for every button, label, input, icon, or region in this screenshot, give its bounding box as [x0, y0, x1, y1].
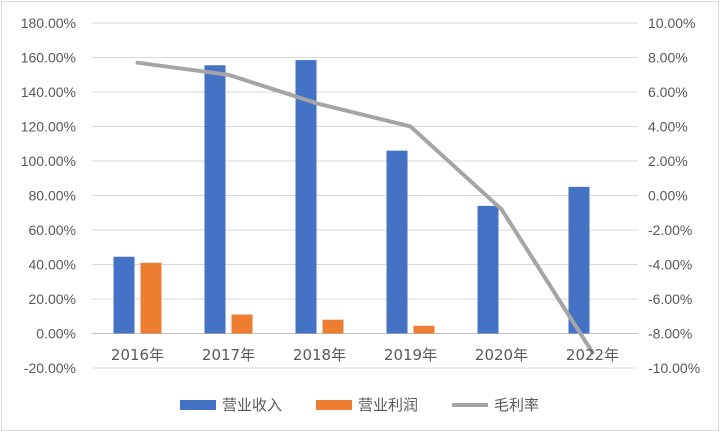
- legend-item: 营业收入: [180, 396, 282, 414]
- category-label: 2019年: [384, 346, 437, 364]
- category-label: 2022年: [566, 346, 619, 364]
- gridlines: [92, 22, 638, 369]
- right-tick-label: -10.00%: [648, 360, 700, 376]
- right-tick-label: 10.00%: [648, 15, 695, 31]
- bar-营业利润: [322, 319, 344, 334]
- left-tick-label: 160.00%: [21, 50, 76, 66]
- left-axis-ticks: -20.00% 0.00% 20.00% 40.00% 60.00% 80.00% 100.…: [21, 15, 76, 376]
- category-label: 2018年: [293, 346, 346, 364]
- bar-营业利润: [140, 262, 162, 334]
- left-tick-label: 60.00%: [29, 222, 76, 238]
- left-tick-label: 120.00%: [21, 119, 76, 135]
- right-tick-label: 2.00%: [648, 153, 688, 169]
- left-tick-label: 20.00%: [29, 291, 76, 307]
- right-tick-label: -2.00%: [648, 222, 692, 238]
- bars: [113, 60, 590, 334]
- category-label: 2017年: [202, 346, 255, 364]
- left-tick-label: 180.00%: [21, 15, 76, 31]
- right-tick-label: 8.00%: [648, 50, 688, 66]
- right-tick-label: 0.00%: [648, 188, 688, 204]
- category-label: 2016年: [111, 346, 164, 364]
- legend-swatch: [316, 400, 352, 410]
- legend-label: 营业收入: [222, 396, 282, 414]
- left-tick-label: 40.00%: [29, 257, 76, 273]
- bar-营业利润: [413, 325, 435, 334]
- legend-item: 营业利润: [316, 396, 418, 414]
- legend-swatch: [180, 400, 216, 410]
- right-axis-ticks: -10.00% -8.00% -6.00% -4.00% -2.00% 0.00% 2.00…: [648, 15, 700, 376]
- bar-营业利润: [231, 314, 253, 334]
- legend-item: 毛利率: [452, 396, 539, 414]
- right-tick-label: -8.00%: [648, 326, 692, 342]
- left-tick-label: 100.00%: [21, 153, 76, 169]
- right-tick-label: 6.00%: [648, 84, 688, 100]
- left-tick-label: 80.00%: [29, 188, 76, 204]
- category-labels: 2016年 2017年 2018年 2019年 2020年 2022年: [111, 346, 619, 364]
- margin-line: [135, 60, 595, 355]
- left-tick-label: 140.00%: [21, 84, 76, 100]
- bar-营业收入: [386, 150, 408, 334]
- bar-营业收入: [477, 205, 499, 334]
- right-tick-label: 4.00%: [648, 119, 688, 135]
- left-tick-label: 0.00%: [36, 326, 76, 342]
- right-tick-label: -6.00%: [648, 291, 692, 307]
- category-label: 2020年: [475, 346, 528, 364]
- legend-label: 营业利润: [358, 396, 418, 414]
- bar-营业收入: [568, 186, 590, 334]
- bar-营业收入: [295, 60, 317, 334]
- bar-营业收入: [204, 65, 226, 334]
- legend: 营业收入 营业利润 毛利率: [180, 396, 539, 414]
- left-tick-label: -20.00%: [24, 360, 76, 376]
- right-tick-label: -4.00%: [648, 257, 692, 273]
- legend-label: 毛利率: [494, 396, 539, 414]
- bar-营业收入: [113, 256, 135, 334]
- line-毛利率: [135, 60, 595, 355]
